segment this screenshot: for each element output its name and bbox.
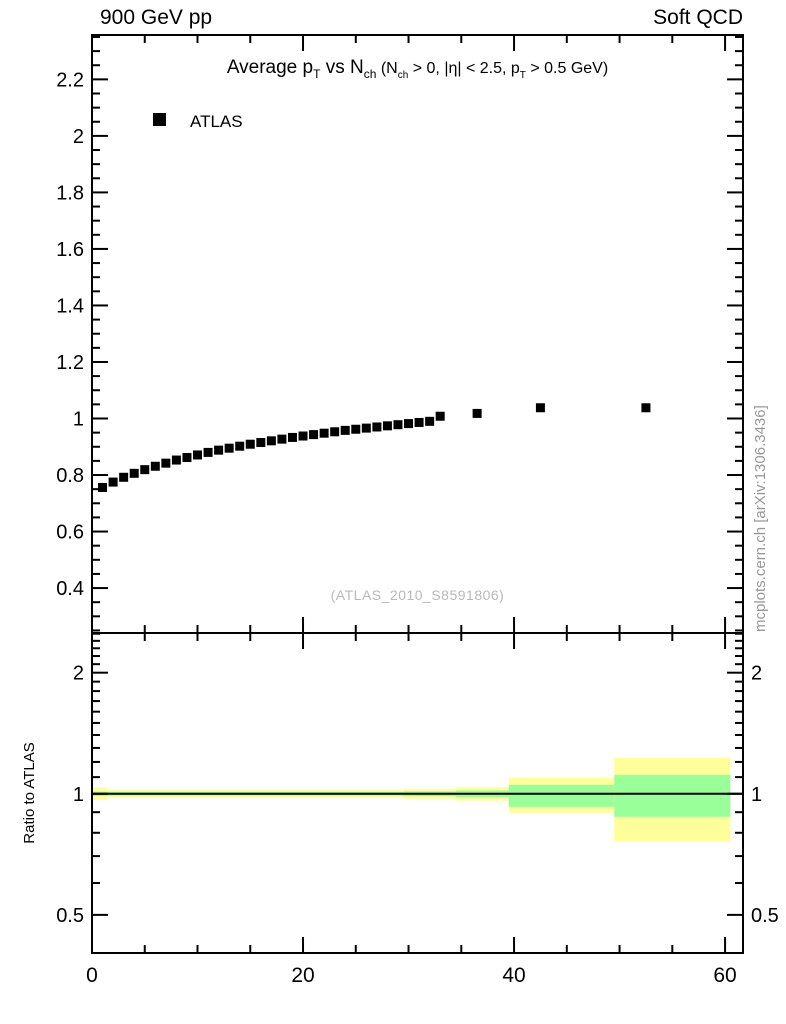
data-point-square [140,465,150,475]
data-point-square [203,447,213,457]
main-y-ticks: 0.4 0.6 0.8 1 1.2 1.4 1.6 1.8 2 2.2 [56,35,743,632]
data-point-square [425,416,435,426]
data-point-square [361,423,371,433]
data-point-square [340,425,350,435]
data-point-square [214,445,224,455]
legend-label-atlas: ATLAS [190,112,243,131]
data-point-square [535,403,545,413]
main-y-tick-label: 1 [73,409,84,431]
data-point-square [129,468,139,478]
main-y-tick-label: 0.4 [56,578,84,600]
data-point-square [372,422,382,432]
main-y-tick-label: 1.2 [56,352,84,374]
title-text: > 0, |η| < 2.5, p [408,60,520,77]
data-point-square [245,439,255,449]
data-point-square [435,411,445,421]
data-point-square [414,417,424,427]
main-y-tick-label: 1.6 [56,239,84,261]
ratio-y-ticks: 0.5 0.5 1 1 2 2 [56,632,779,927]
data-point-square [319,428,329,438]
main-y-tick-label: 0.6 [56,522,84,544]
title-subscript: ch [363,67,377,81]
data-point-square [393,420,403,430]
data-point-square [161,458,171,468]
filled-square-marker-icon [153,113,166,126]
data-point-square [108,477,118,487]
data-point-square [330,427,340,437]
title-text: vs N [320,57,364,78]
x-axis-tick-label: 0 [86,964,98,987]
data-point-square [266,436,276,446]
data-point-square [298,431,308,441]
data-point-square [171,455,181,465]
x-axis-ticks: 0 20 40 60 [86,35,737,987]
data-point-square [277,434,287,444]
mcplots-arxiv-side-label: mcplots.cern.ch [arXiv:1306.3436] [752,405,769,632]
data-point-square [235,441,245,451]
data-point-square [182,453,192,462]
plot-title: Average pT vs Nch (Nch > 0, |η| < 2.5, p… [92,57,743,81]
band-green [508,784,615,807]
title-text: Average p [226,57,314,78]
data-point-square [404,419,414,429]
ratio-y-tick-label-left: 1 [73,784,84,806]
x-axis-tick-label: 60 [713,964,736,987]
beam-energy-label: 900 GeV pp [100,6,213,29]
title-text: (N [376,60,398,77]
data-point-square [193,450,203,460]
main-y-tick-label: 0.8 [56,465,84,487]
ratio-y-tick-label-right: 2 [751,663,762,685]
data-point-square [256,438,266,448]
analysis-id-watermark: (ATLAS_2010_S8591806) [330,587,505,603]
data-point-square [382,421,392,431]
main-y-tick-label: 2 [73,126,84,148]
data-point-square [224,443,234,453]
ratio-y-tick-label-right: 0.5 [751,905,779,927]
data-point-square [641,403,651,413]
data-point-square [309,430,319,440]
data-point-square [472,408,482,418]
ratio-y-tick-label-right: 1 [751,784,762,806]
data-point-square [150,461,160,471]
title-text: > 0.5 GeV) [525,60,609,77]
main-y-tick-label: 2.2 [56,69,84,91]
x-axis-tick-label: 40 [502,964,525,987]
ratio-y-tick-label-left: 0.5 [56,905,84,927]
main-y-tick-label: 1.4 [56,295,84,317]
main-y-tick-label: 1.8 [56,182,84,204]
title-subscript: T [313,67,321,81]
data-point-square [119,472,129,482]
band-green [614,774,731,817]
ratio-y-tick-label-left: 2 [73,663,84,685]
title-subscript: ch [397,70,409,81]
data-point-square [351,424,361,434]
data-point-square [98,482,108,492]
atlas-data-points [98,403,651,492]
process-group-label: Soft QCD [653,6,743,29]
main-frame [91,34,744,634]
data-point-square [287,432,297,442]
title-subscript: T [519,70,526,81]
x-axis-tick-label: 20 [291,964,314,987]
uncertainty-bands [92,757,731,842]
ratio-axis-title: Ratio to ATLAS [21,742,38,844]
